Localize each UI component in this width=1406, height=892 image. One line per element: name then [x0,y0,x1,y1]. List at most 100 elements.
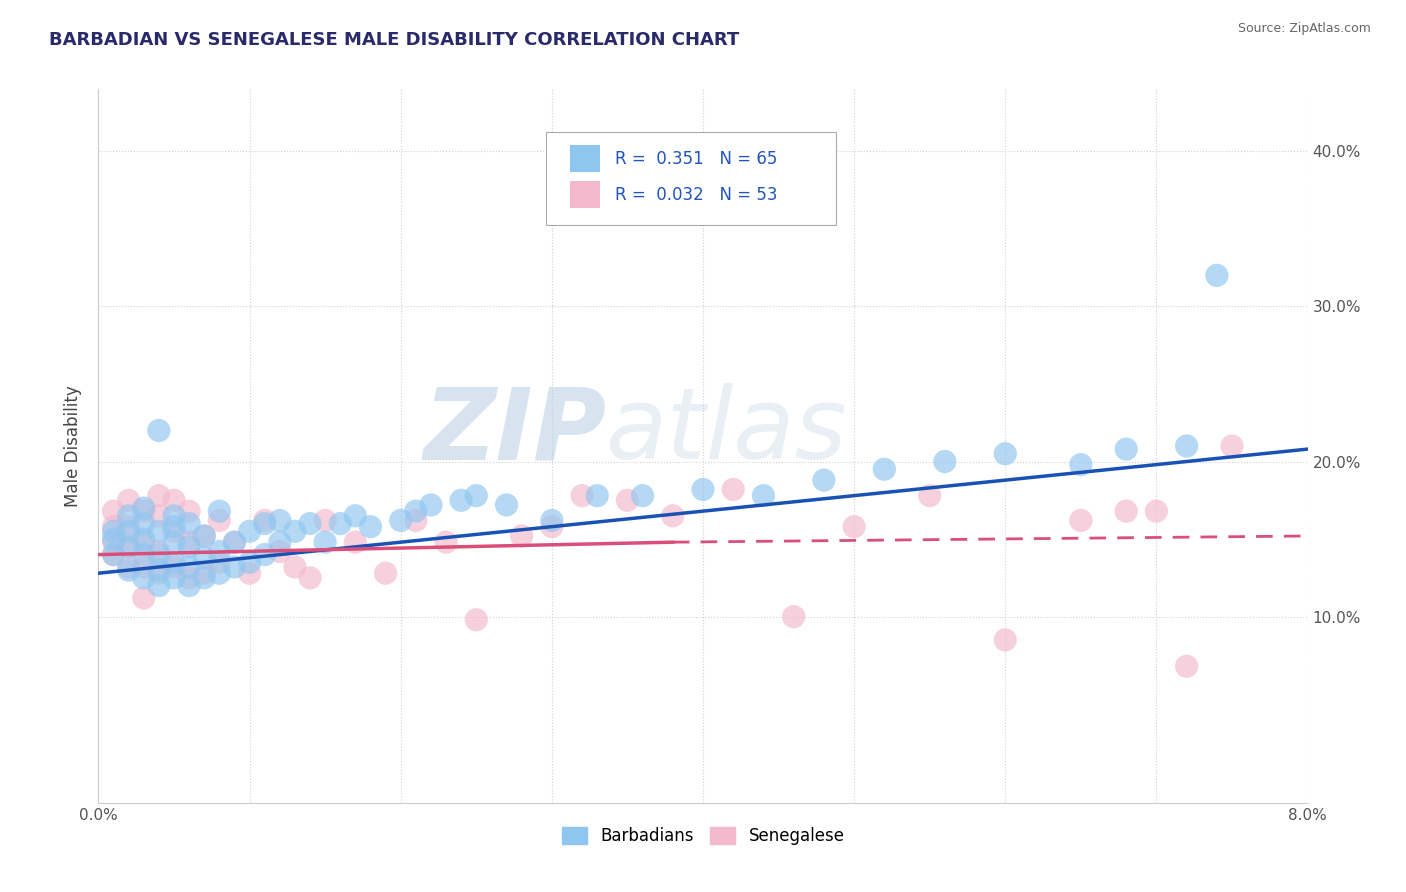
Text: ZIP: ZIP [423,384,606,480]
Point [163,535,186,549]
Text: BARBADIAN VS SENEGALESE MALE DISABILITY CORRELATION CHART: BARBADIAN VS SENEGALESE MALE DISABILITY … [49,31,740,49]
Point [692,483,714,497]
Point [813,473,835,487]
Point [118,493,141,508]
Point [163,508,186,523]
Point [179,540,201,554]
Point [465,613,488,627]
Point [284,524,307,539]
Point [571,489,593,503]
Point [193,529,215,543]
Point [1115,442,1137,456]
Legend: Barbadians, Senegalese: Barbadians, Senegalese [555,820,851,852]
Point [1146,504,1168,518]
Text: R =  0.032   N = 53: R = 0.032 N = 53 [614,186,778,203]
Point [994,447,1017,461]
Point [434,535,457,549]
Point [269,544,291,558]
Point [179,504,201,518]
Y-axis label: Male Disability: Male Disability [65,385,83,507]
Point [179,516,201,531]
Point [299,516,322,531]
Point [148,508,170,523]
Point [163,560,186,574]
Point [405,513,427,527]
Point [314,513,336,527]
Point [269,535,291,549]
Point [360,519,382,533]
Point [208,504,231,518]
Point [208,513,231,527]
Point [148,563,170,577]
Point [723,483,745,497]
Point [208,555,231,569]
Point [253,513,276,527]
Point [540,513,562,527]
Point [163,519,186,533]
Point [1115,504,1137,518]
Point [616,493,638,508]
Point [284,560,307,574]
Text: atlas: atlas [606,384,848,480]
Point [405,504,427,518]
Point [118,519,141,533]
Point [103,519,125,533]
Point [193,571,215,585]
Point [148,524,170,539]
Point [148,566,170,581]
Point [224,560,246,574]
FancyBboxPatch shape [546,132,837,225]
Point [118,524,141,539]
Point [163,524,186,539]
Point [1220,439,1243,453]
FancyBboxPatch shape [569,181,600,208]
Point [389,513,412,527]
Point [239,555,262,569]
Point [163,493,186,508]
Point [132,532,155,546]
Point [1070,458,1092,472]
Point [148,424,170,438]
Point [208,566,231,581]
Point [299,571,322,585]
Point [253,516,276,531]
Point [465,489,488,503]
Point [132,501,155,516]
Point [495,498,517,512]
Point [208,544,231,558]
Point [994,632,1017,647]
Point [103,532,125,546]
Point [118,563,141,577]
Point [118,560,141,574]
Point [540,519,562,533]
Point [934,454,956,468]
Point [844,519,866,533]
Point [1175,659,1198,673]
Point [661,508,683,523]
Point [783,609,806,624]
Point [873,462,896,476]
Point [1175,439,1198,453]
Point [179,560,201,574]
Point [179,571,201,585]
Point [253,548,276,562]
Point [103,548,125,562]
Point [132,535,155,549]
Point [1070,513,1092,527]
Point [752,489,775,503]
Point [344,508,367,523]
Point [148,544,170,558]
Point [148,548,170,562]
Point [239,524,262,539]
Point [132,560,155,574]
Point [314,535,336,549]
Point [586,489,609,503]
Point [239,566,262,581]
Point [132,591,155,605]
Point [344,535,367,549]
Point [103,504,125,518]
Point [179,579,201,593]
Point [269,513,291,527]
Point [224,535,246,549]
Point [118,508,141,523]
